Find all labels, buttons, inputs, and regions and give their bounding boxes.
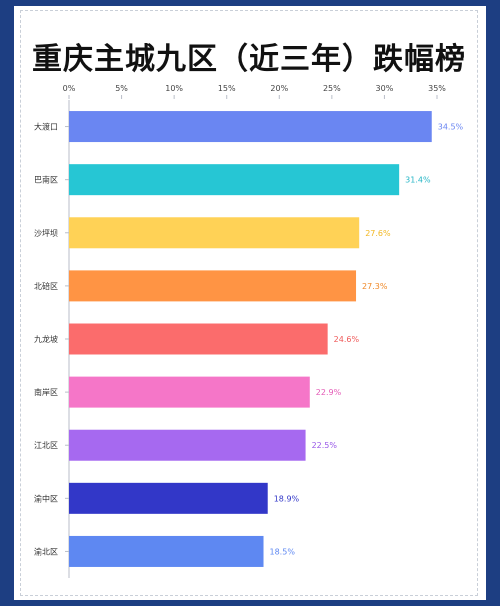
bar [69,323,328,355]
category-label: 北碚区 [34,281,58,291]
value-label: 22.9% [316,388,342,397]
value-label: 18.5% [270,547,296,556]
x-tick-label: 10% [165,84,183,93]
bar [69,164,400,196]
value-label: 24.6% [334,335,360,344]
bar [69,429,306,461]
value-label: 18.9% [274,494,300,503]
x-tick-label: 30% [376,84,394,93]
x-tick-label: 5% [115,84,128,93]
x-tick-label: 15% [218,84,236,93]
bar [69,111,432,143]
bar [69,217,360,249]
category-label: 南岸区 [34,387,58,397]
category-label: 九龙坡 [34,334,58,344]
bar [69,482,268,514]
category-label: 渝中区 [34,493,58,503]
bar [69,535,264,567]
value-label: 34.5% [438,123,464,132]
category-label: 渝北区 [34,546,58,556]
value-label: 22.5% [312,441,338,450]
category-label: 巴南区 [34,175,58,185]
category-label: 沙坪坝 [34,229,58,238]
category-label: 大渡口 [34,122,58,132]
x-tick-label: 35% [428,84,446,93]
x-tick-label: 0% [63,84,76,93]
value-label: 31.4% [405,176,431,185]
x-tick-label: 20% [270,84,288,93]
x-tick-label: 25% [323,84,341,93]
bar [69,270,357,302]
chart-title: 重庆主城九区（近三年）跌幅榜 [32,42,466,77]
value-label: 27.3% [362,282,388,291]
category-label: 江北区 [34,441,58,450]
value-label: 27.6% [365,229,391,238]
bar [69,376,310,408]
